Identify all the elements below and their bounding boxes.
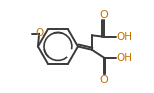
Text: O: O bbox=[100, 75, 108, 85]
Text: OH: OH bbox=[117, 53, 133, 63]
Text: OH: OH bbox=[117, 32, 133, 42]
Text: O: O bbox=[35, 28, 43, 38]
Text: O: O bbox=[100, 9, 108, 20]
